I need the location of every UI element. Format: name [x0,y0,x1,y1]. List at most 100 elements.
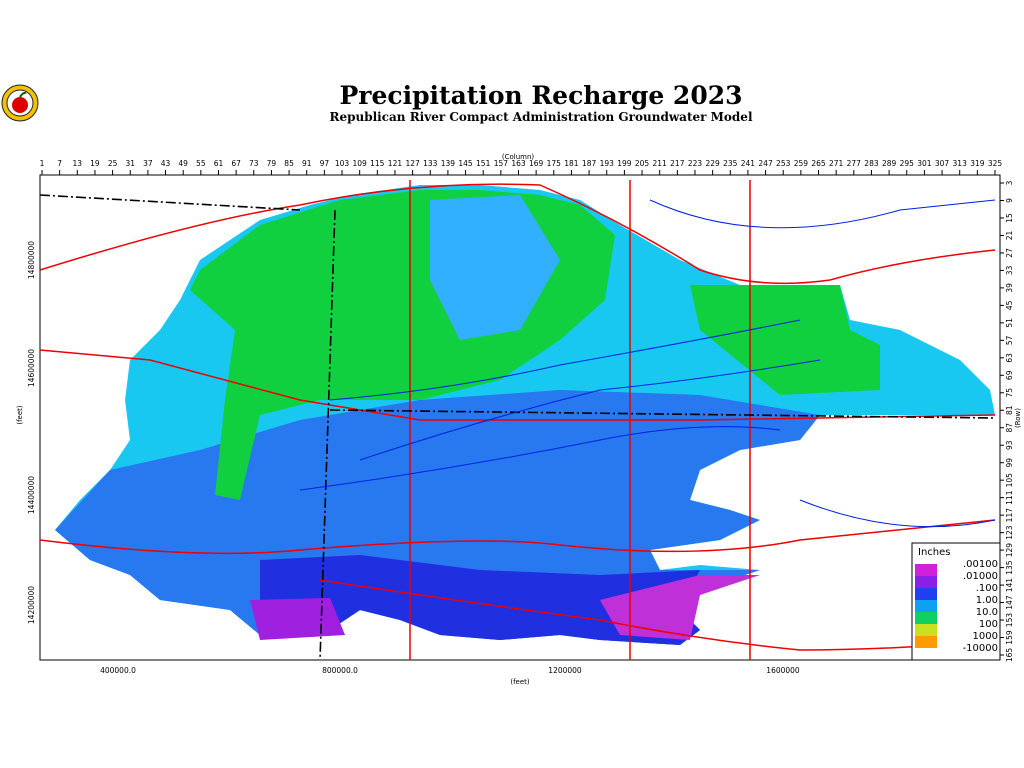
row-ticks: 3915212733394551576369758187939910511111… [1000,180,1014,662]
column-tick: 301 [917,159,932,168]
column-tick: 253 [776,159,791,168]
column-tick: 235 [723,159,738,168]
legend-label: 1.00 [976,595,998,606]
column-tick: 31 [125,159,135,168]
legend: Inches .00100.01000.1001.0010.01001000-1… [911,542,1001,661]
column-tick: 109 [353,159,368,168]
roads [39,180,996,660]
row-tick: 33 [1005,265,1014,275]
column-tick: 193 [600,159,615,168]
column-tick: 61 [214,159,224,168]
column-ticks: 1 7 13 19 25 31 37 43 49 55 61 67 73 79 85 91 97 103 109 11… [40,159,1003,175]
column-tick: 265 [811,159,826,168]
column-tick: 319 [970,159,985,168]
column-tick: 247 [758,159,773,168]
column-tick: 295 [900,159,915,168]
y-axis-label: (feet) [16,405,24,425]
column-tick: 187 [582,159,597,168]
column-tick: 175 [547,159,562,168]
row-tick: 99 [1005,458,1014,468]
column-tick: 283 [864,159,879,168]
x-ticks: 400000.0 800000.0 1200000 1600000 [100,666,800,675]
borders [39,194,996,661]
row-tick: 153 [1005,613,1014,628]
row-tick: 81 [1005,405,1014,415]
column-tick: 79 [267,159,277,168]
column-tick: 313 [953,159,968,168]
row-tick: 129 [1005,543,1014,558]
row-tick: 57 [1005,335,1014,345]
row-tick: 147 [1005,595,1014,610]
row-tick: 39 [1005,283,1014,293]
column-tick: 91 [302,159,312,168]
column-tick: 325 [988,159,1003,168]
legend-swatch [915,600,937,612]
column-tick: 127 [405,159,420,168]
row-tick: 141 [1005,578,1014,593]
column-label: (Column) [502,153,535,161]
logo [1,84,39,122]
deep-blue [260,555,700,645]
column-tick: 157 [494,159,509,168]
row-tick: 111 [1005,490,1014,505]
column-tick: 19 [90,159,100,168]
column-tick: 145 [458,159,473,168]
column-tick: 13 [73,159,83,168]
legend-label: .00100 [963,559,998,570]
column-tick: 97 [320,159,330,168]
column-tick: 163 [511,159,526,168]
green-east [690,285,880,395]
y-tick: 14800000 [27,241,36,279]
row-tick: 87 [1005,423,1014,433]
x-axis-label: (feet) [510,678,530,686]
column-tick: 133 [423,159,438,168]
cyan-north [430,195,560,340]
row-tick: 69 [1005,370,1014,380]
row-tick: 159 [1005,630,1014,645]
legend-label: .01000 [963,571,998,582]
column-tick: 259 [794,159,809,168]
column-tick: 229 [705,159,720,168]
row-tick: 123 [1005,525,1014,540]
y-tick: 14600000 [27,349,36,387]
column-tick: 73 [249,159,259,168]
row-tick: 117 [1005,508,1014,523]
column-tick: 1 [40,159,45,168]
column-tick: 181 [564,159,579,168]
row-tick: 45 [1005,300,1014,310]
column-tick: 217 [670,159,685,168]
column-tick: 307 [935,159,950,168]
column-tick: 25 [108,159,118,168]
x-tick: 1200000 [548,666,582,675]
column-tick: 211 [653,159,668,168]
row-tick: 3 [1005,180,1014,185]
row-tick: 27 [1005,248,1014,258]
subtitle: Republican River Compact Administration … [329,110,752,124]
row-tick: 9 [1005,198,1014,203]
purple-west [250,598,345,640]
y-tick: 14400000 [27,476,36,514]
column-tick: 205 [635,159,650,168]
green-west [230,320,310,420]
column-tick: 289 [882,159,897,168]
y-tick: 14200000 [27,586,36,624]
title: Precipitation Recharge 2023 [339,81,742,110]
column-tick: 223 [688,159,703,168]
legend-swatch [915,624,937,636]
x-tick: 1600000 [766,666,800,675]
legend-label: 100 [979,619,998,630]
column-tick: 121 [388,159,403,168]
legend-label: 10.0 [976,607,998,618]
column-tick: 37 [143,159,153,168]
row-tick: 15 [1005,213,1014,223]
column-tick: 67 [231,159,241,168]
column-tick: 271 [829,159,844,168]
map [39,180,996,661]
column-tick: 85 [284,159,294,168]
legend-swatch [915,636,937,648]
purple-east [600,575,760,640]
legend-title: Inches [918,547,951,558]
column-tick: 241 [741,159,756,168]
row-tick: 93 [1005,440,1014,450]
